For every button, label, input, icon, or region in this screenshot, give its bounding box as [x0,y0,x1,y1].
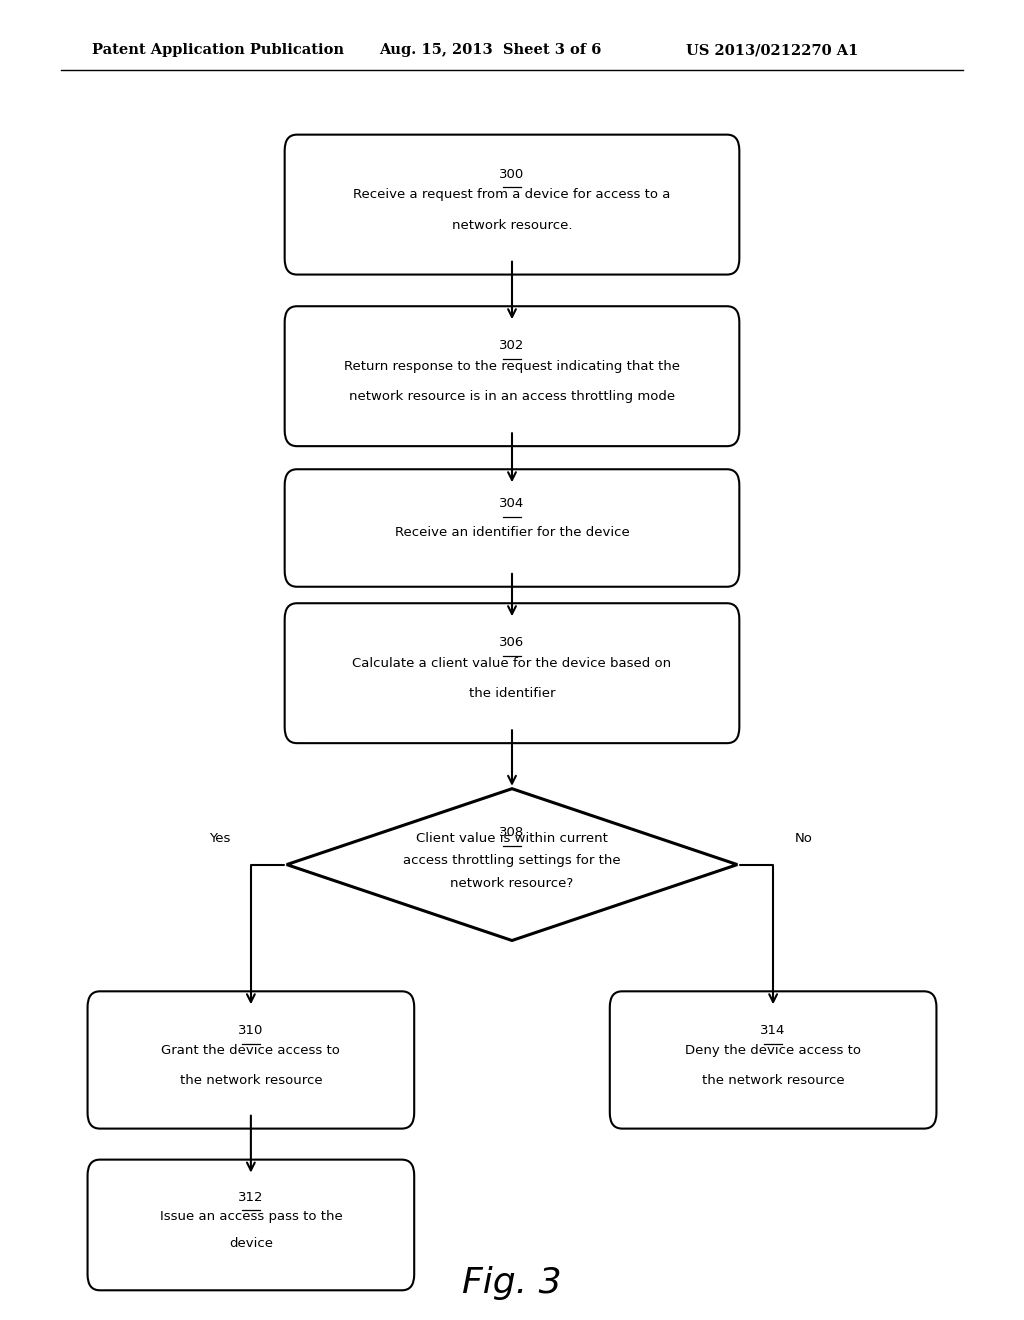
FancyBboxPatch shape [88,991,414,1129]
Text: network resource.: network resource. [452,219,572,232]
Text: Return response to the request indicating that the: Return response to the request indicatin… [344,360,680,374]
Polygon shape [287,789,737,940]
Text: device: device [229,1237,272,1250]
Text: access throttling settings for the: access throttling settings for the [403,854,621,867]
Text: 312: 312 [239,1191,263,1204]
Text: 314: 314 [761,1024,785,1038]
Text: 306: 306 [500,636,524,649]
Text: Fig. 3: Fig. 3 [462,1266,562,1300]
Text: Calculate a client value for the device based on: Calculate a client value for the device … [352,657,672,671]
Text: the identifier: the identifier [469,688,555,701]
Text: Deny the device access to: Deny the device access to [685,1044,861,1057]
Text: the network resource: the network resource [179,1073,323,1086]
Text: Issue an access pass to the: Issue an access pass to the [160,1209,342,1222]
Text: US 2013/0212270 A1: US 2013/0212270 A1 [686,44,858,57]
Text: Patent Application Publication: Patent Application Publication [92,44,344,57]
Text: Grant the device access to: Grant the device access to [162,1044,340,1057]
Text: 302: 302 [500,339,524,352]
FancyBboxPatch shape [285,306,739,446]
Text: Aug. 15, 2013  Sheet 3 of 6: Aug. 15, 2013 Sheet 3 of 6 [379,44,601,57]
Text: 308: 308 [500,826,524,840]
Text: Receive a request from a device for access to a: Receive a request from a device for acce… [353,189,671,202]
Text: Client value is within current: Client value is within current [416,832,608,845]
Text: 310: 310 [239,1024,263,1038]
Text: the network resource: the network resource [701,1073,845,1086]
Text: network resource is in an access throttling mode: network resource is in an access throttl… [349,391,675,404]
Text: network resource?: network resource? [451,876,573,890]
Text: 300: 300 [500,168,524,181]
FancyBboxPatch shape [610,991,937,1129]
Text: Yes: Yes [210,832,230,845]
FancyBboxPatch shape [88,1160,414,1291]
FancyBboxPatch shape [285,603,739,743]
Text: Receive an identifier for the device: Receive an identifier for the device [394,525,630,539]
FancyBboxPatch shape [285,135,739,275]
Text: 304: 304 [500,498,524,511]
Text: No: No [795,832,813,845]
FancyBboxPatch shape [285,470,739,586]
